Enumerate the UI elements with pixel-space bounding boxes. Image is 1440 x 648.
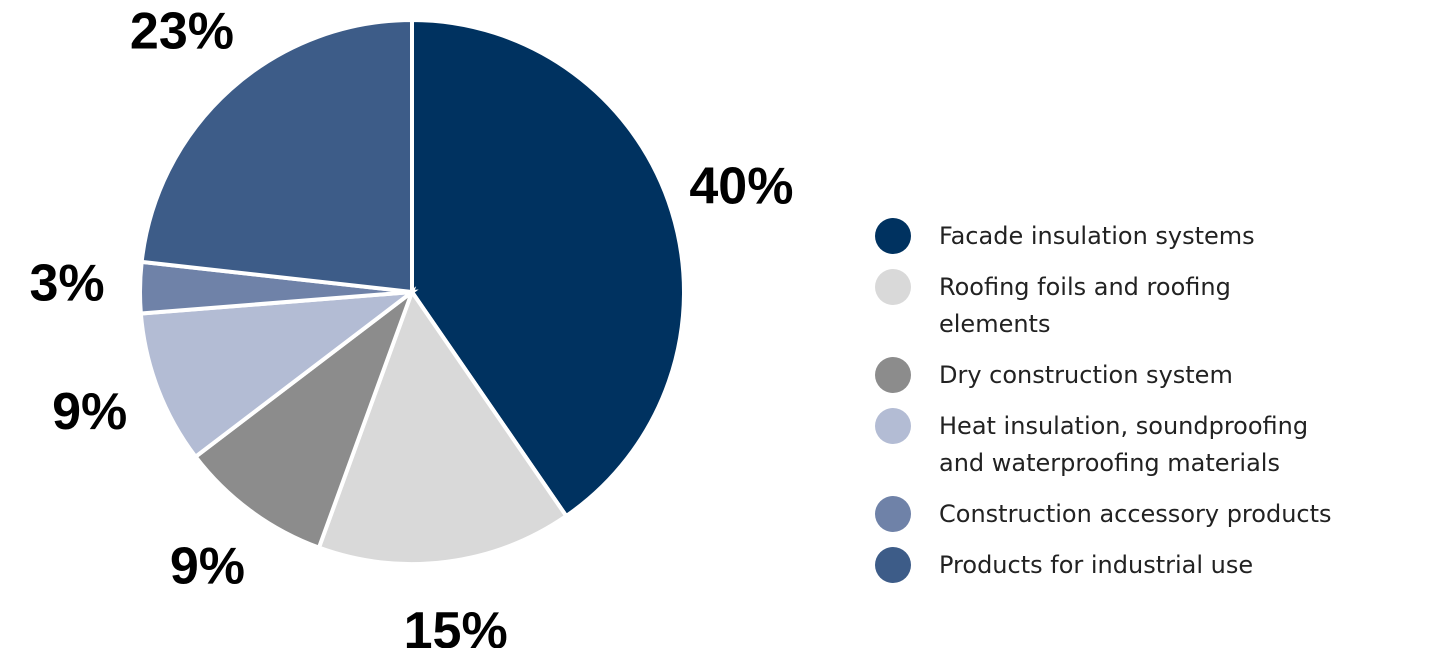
legend-swatch — [875, 218, 911, 254]
legend-item: Products for industrial use — [875, 547, 1345, 584]
legend-item: Roofing foils and roofing elements — [875, 269, 1345, 343]
pie-slice — [192, 286, 417, 551]
legend-label: Construction accessory products — [939, 500, 1332, 528]
pie-slice — [410, 17, 686, 519]
legend-swatch — [875, 408, 911, 444]
value-label: 23% — [130, 3, 234, 61]
legend-item: Heat insulation, soundproofing and water… — [875, 408, 1345, 482]
legend-label: Roofing foils and roofing elements — [939, 273, 1231, 338]
legend-item: Construction accessory products — [875, 496, 1345, 533]
legend-item: Dry construction system — [875, 357, 1345, 394]
legend-swatch — [875, 357, 911, 393]
value-label: 9% — [170, 538, 245, 596]
legend-item: Facade insulation systems — [875, 218, 1345, 255]
legend-label: Products for industrial use — [939, 551, 1254, 579]
legend-label: Heat insulation, soundproofing and water… — [939, 412, 1309, 477]
value-label: 3% — [29, 254, 104, 312]
chart: 40% 15% 9% 9% 3% 23% — [29, 3, 793, 648]
legend-swatch — [875, 496, 911, 532]
value-label: 9% — [52, 383, 127, 441]
value-label: 15% — [404, 602, 508, 648]
legend-label: Dry construction system — [939, 361, 1233, 389]
pie-slice — [316, 287, 570, 566]
legend-label: Facade insulation systems — [939, 222, 1255, 250]
legend-swatch — [875, 269, 911, 305]
legend: Facade insulation systems Roofing foils a… — [875, 218, 1345, 598]
pie-slice — [139, 17, 414, 295]
value-label: 40% — [689, 157, 793, 215]
pie-slice — [138, 289, 419, 460]
legend-swatch — [875, 547, 911, 583]
